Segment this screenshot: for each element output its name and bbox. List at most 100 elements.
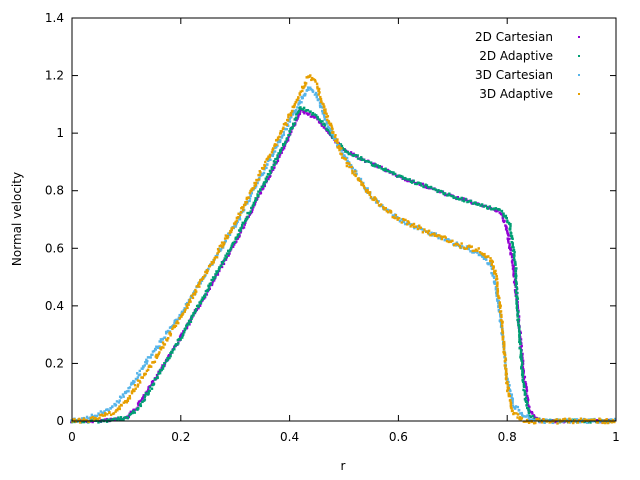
- data-point: [161, 338, 164, 341]
- data-point: [262, 166, 265, 170]
- data-point: [398, 174, 401, 177]
- data-point: [524, 383, 528, 386]
- data-point: [496, 282, 499, 286]
- data-point: [118, 407, 121, 411]
- data-point: [506, 383, 509, 386]
- data-point: [490, 267, 494, 270]
- data-point: [216, 252, 219, 255]
- data-point: [273, 163, 276, 166]
- data-point: [248, 197, 252, 200]
- data-point: [501, 338, 504, 341]
- data-point: [133, 411, 136, 414]
- data-point: [144, 394, 147, 397]
- data-point: [596, 421, 599, 424]
- data-point: [297, 115, 300, 118]
- data-point: [508, 246, 511, 249]
- data-point: [85, 415, 89, 419]
- data-point: [512, 406, 516, 409]
- data-point: [520, 363, 524, 367]
- data-point: [427, 229, 431, 233]
- data-point: [501, 321, 504, 324]
- data-point: [407, 221, 411, 224]
- data-point: [181, 312, 185, 315]
- data-point: [498, 211, 501, 214]
- data-point: [334, 133, 337, 137]
- data-point: [527, 421, 531, 424]
- data-point: [523, 420, 527, 423]
- data-point: [211, 262, 214, 265]
- data-point: [309, 86, 312, 89]
- data-point: [205, 271, 209, 275]
- data-point: [349, 152, 352, 155]
- data-point: [210, 261, 214, 264]
- data-point: [87, 420, 91, 423]
- data-point: [311, 114, 315, 118]
- data-point: [114, 403, 118, 407]
- data-point: [421, 231, 425, 234]
- data-point: [83, 419, 86, 422]
- data-point: [440, 237, 444, 241]
- data-point: [172, 347, 176, 350]
- data-point: [197, 304, 200, 307]
- data-point: [294, 110, 297, 113]
- data-point: [290, 115, 293, 119]
- data-point: [447, 240, 450, 244]
- data-point: [454, 196, 457, 199]
- data-point: [469, 245, 472, 249]
- data-point: [521, 359, 525, 362]
- data-point: [484, 204, 488, 208]
- data-point: [203, 294, 206, 298]
- data-point: [496, 287, 499, 291]
- data-point: [526, 403, 530, 407]
- data-point: [503, 353, 507, 357]
- data-point: [101, 418, 105, 422]
- legend-marker: [578, 74, 580, 76]
- data-point: [507, 394, 511, 398]
- data-point: [476, 203, 479, 206]
- data-point: [146, 356, 150, 359]
- data-point: [335, 140, 339, 143]
- data-point: [106, 418, 109, 422]
- data-point: [307, 88, 310, 91]
- data-point: [249, 193, 252, 197]
- data-point: [385, 209, 389, 213]
- data-point: [194, 309, 197, 313]
- data-point: [488, 205, 492, 208]
- data-point: [512, 256, 516, 260]
- data-point: [521, 368, 524, 372]
- data-point: [522, 420, 526, 423]
- data-point: [494, 288, 498, 291]
- data-point: [497, 301, 500, 305]
- data-point: [361, 182, 365, 186]
- data-point: [520, 417, 524, 420]
- data-point: [131, 388, 135, 391]
- data-point: [490, 207, 493, 211]
- data-point: [425, 184, 429, 187]
- data-point: [203, 274, 206, 277]
- data-point: [515, 282, 518, 285]
- data-point: [443, 192, 447, 195]
- data-point: [384, 208, 387, 211]
- data-point: [501, 219, 505, 222]
- data-point: [195, 285, 199, 288]
- data-point: [303, 112, 306, 115]
- data-point: [298, 92, 301, 95]
- data-point: [500, 315, 503, 319]
- data-point: [257, 194, 260, 197]
- data-point: [524, 396, 528, 399]
- data-point: [364, 190, 368, 193]
- data-point: [512, 248, 516, 252]
- data-point: [103, 414, 107, 417]
- data-point: [514, 405, 518, 408]
- data-point: [508, 392, 512, 396]
- data-point: [311, 90, 315, 93]
- data-point: [232, 243, 236, 246]
- data-point: [122, 395, 125, 398]
- data-point: [136, 379, 140, 382]
- data-point: [493, 272, 496, 275]
- data-point: [129, 383, 133, 386]
- data-point: [319, 105, 323, 108]
- data-point: [291, 111, 295, 114]
- data-point: [359, 177, 363, 181]
- data-point: [102, 411, 105, 415]
